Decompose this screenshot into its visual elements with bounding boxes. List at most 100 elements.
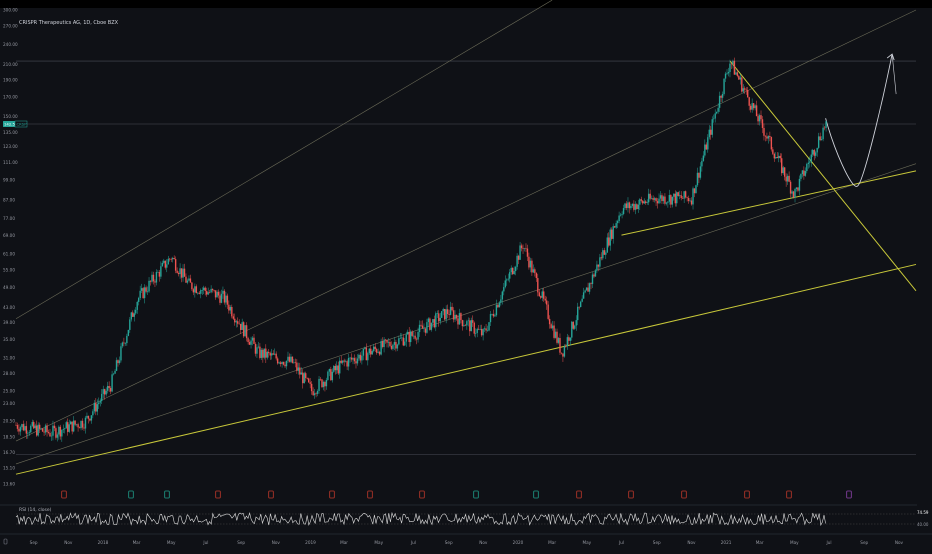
candle-body (312, 391, 314, 396)
event-flag-icon[interactable] (681, 490, 687, 499)
candle-body (160, 266, 162, 277)
candle-body (223, 290, 226, 303)
candle-body (491, 313, 493, 315)
candle-body (56, 434, 59, 438)
event-flag-icon[interactable] (329, 490, 335, 499)
candle-body (684, 191, 687, 198)
candle-body (293, 362, 295, 364)
candle-body (139, 290, 141, 299)
event-flag-icon[interactable] (367, 490, 373, 499)
candle-body (192, 289, 195, 293)
candle-body (513, 271, 515, 275)
candle-body (537, 278, 539, 293)
candle-body (34, 425, 36, 429)
candle-body (643, 201, 645, 204)
candle-body (455, 314, 458, 319)
event-flag-icon[interactable] (786, 490, 792, 499)
candle-body (582, 292, 585, 299)
candle-body (386, 339, 388, 343)
candle-body (445, 309, 447, 320)
candle-body (111, 374, 113, 392)
event-flag-icon[interactable] (576, 490, 582, 499)
candle-body (553, 325, 555, 338)
candle-body (307, 378, 310, 383)
candle-body (285, 360, 288, 367)
candle-body (609, 229, 611, 246)
candle-body (812, 149, 814, 155)
candle-body (294, 362, 297, 364)
candle-body (260, 349, 263, 358)
event-flag-icon[interactable] (846, 490, 852, 499)
candle-body (325, 379, 328, 387)
candle-body (213, 290, 215, 291)
x-tick-label: 2018 (98, 540, 109, 545)
candle-body (31, 422, 33, 426)
event-flag-icon[interactable] (164, 490, 170, 499)
candle-body (454, 314, 456, 320)
event-flag-icon[interactable] (744, 490, 750, 499)
candle-body (146, 291, 149, 293)
candle-body (303, 373, 305, 384)
candle-body (479, 328, 481, 330)
candle-body (820, 139, 823, 141)
candle-body (723, 78, 725, 94)
candle-body (683, 191, 685, 199)
candle-body (630, 205, 632, 209)
candle-body (519, 245, 521, 260)
candle-body (797, 187, 799, 191)
candle-body (157, 271, 159, 273)
candle-body (693, 188, 696, 194)
candle-body (670, 195, 672, 205)
candle-body (625, 203, 628, 209)
candle-body (356, 358, 359, 364)
event-flag-icon[interactable] (215, 490, 221, 499)
candle-body (194, 286, 196, 293)
candle-body (769, 136, 771, 138)
candle-body (183, 268, 186, 277)
candle-body (241, 322, 243, 330)
candle-body (757, 116, 759, 122)
candle-body (498, 302, 501, 308)
candle-body (603, 250, 606, 255)
candle-body (362, 348, 365, 356)
candle-body (815, 152, 817, 156)
event-flag-icon[interactable] (419, 490, 425, 499)
candle-body (535, 273, 538, 279)
candle-body (621, 213, 623, 215)
candle-body (705, 144, 708, 150)
event-flag-icon[interactable] (61, 490, 67, 499)
candle-body (785, 176, 787, 182)
goto-date-icon[interactable] (3, 538, 8, 545)
candle-body (429, 318, 431, 330)
candle-body (486, 330, 489, 332)
candle-body (547, 304, 549, 319)
candle-body (615, 223, 617, 228)
event-flag-icon[interactable] (268, 490, 274, 499)
candle-body (590, 283, 592, 285)
candle-body (35, 425, 38, 436)
candle-body (273, 353, 276, 355)
candle-body (452, 310, 455, 320)
osc-value-label: 74.59 (917, 510, 929, 515)
candle-body (305, 373, 307, 379)
candle-body (90, 415, 93, 421)
event-flag-icon[interactable] (533, 490, 539, 499)
candle-body (637, 204, 640, 210)
support-trendline-secondary (621, 170, 917, 236)
candle-body (572, 321, 574, 329)
candle-body (387, 341, 390, 343)
candle-body (569, 337, 572, 341)
x-tick-label: May (582, 540, 591, 545)
event-flag-icon[interactable] (128, 490, 134, 499)
candle-body (112, 373, 115, 375)
candle-body (692, 188, 694, 205)
candle-body (587, 287, 589, 292)
event-flag-icon[interactable] (473, 490, 479, 499)
candle-body (806, 163, 808, 172)
candle-body (353, 358, 356, 362)
candle-body (556, 331, 558, 343)
candle-body (149, 280, 152, 282)
candle-body (389, 341, 391, 346)
oscillator-line (15, 511, 826, 526)
event-flag-icon[interactable] (628, 490, 634, 499)
